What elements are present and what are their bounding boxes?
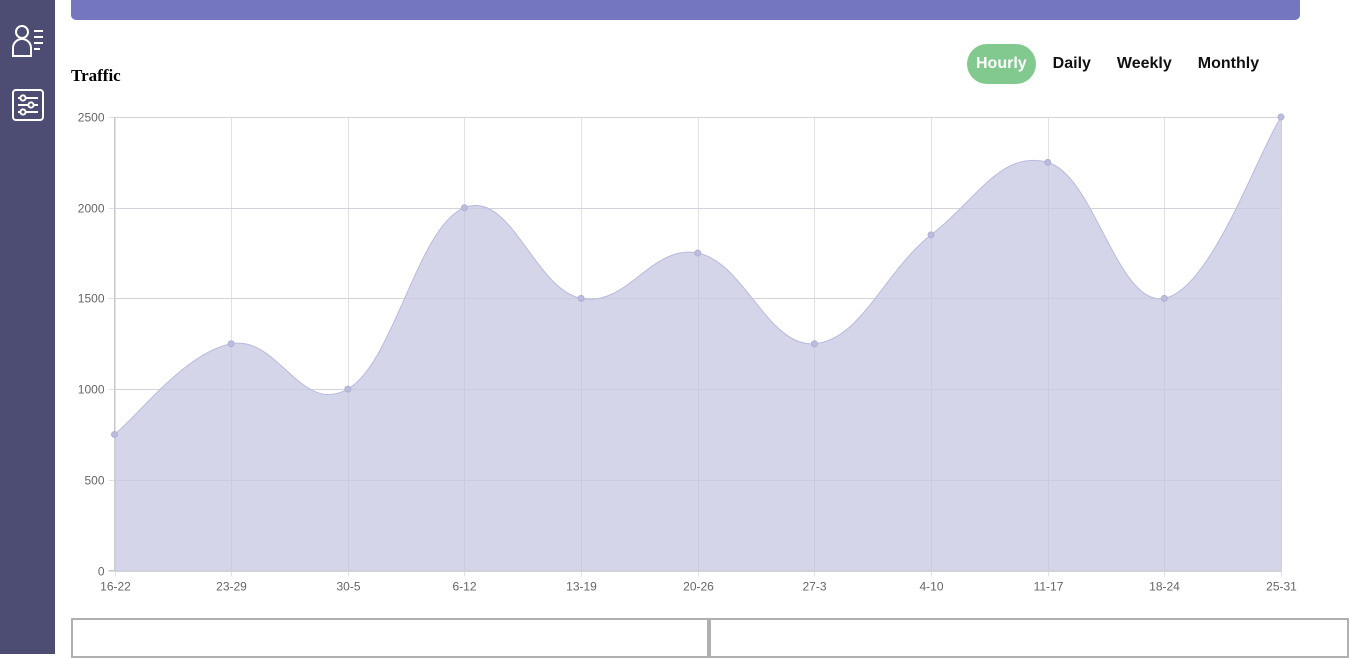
x-tick-label: 27-3 [802,580,826,594]
traffic-title: Traffic [71,66,121,85]
data-point [927,231,935,239]
data-point [227,340,235,348]
x-tick-label: 23-29 [216,580,247,594]
data-point [344,385,352,393]
data-point [460,204,468,212]
data-point [1277,113,1285,121]
y-tick-label: 0 [98,565,105,579]
traffic-tabs: Hourly Daily Weekly Monthly [967,44,1276,84]
data-point [1044,158,1052,166]
x-tick-label: 4-10 [919,580,943,594]
data-point [1160,294,1168,302]
x-tick-label: 6-12 [452,580,476,594]
y-tick-label: 2000 [78,202,105,216]
y-tick-label: 1000 [78,383,105,397]
tab-daily[interactable]: Daily [1052,55,1091,72]
traffic-area [114,117,1281,571]
data-point [111,430,118,438]
x-tick-label: 20-26 [683,580,714,594]
data-point [577,294,585,302]
x-tick-label: 16-22 [100,580,131,594]
panel-left [71,618,709,658]
x-tick-label: 13-19 [566,580,597,594]
tab-monthly[interactable]: Monthly [1197,55,1260,72]
x-tick-label: 25-31 [1266,580,1297,594]
x-tick-label: 18-24 [1149,580,1180,594]
tab-hourly[interactable]: Hourly [967,44,1036,84]
settings-sliders-icon[interactable] [11,88,45,122]
panel-right [709,618,1349,658]
tab-weekly[interactable]: Weekly [1116,55,1172,72]
sidebar [0,0,55,654]
x-tick-label: 11-17 [1034,580,1064,594]
y-tick-label: 2500 [78,111,105,125]
x-tick-label: 30-5 [336,580,360,594]
y-tick-label: 500 [84,474,104,488]
y-tick-label: 1500 [78,292,105,306]
header-banner [71,0,1300,20]
data-point [810,340,818,348]
members-icon[interactable] [11,24,45,58]
data-point [694,249,702,257]
